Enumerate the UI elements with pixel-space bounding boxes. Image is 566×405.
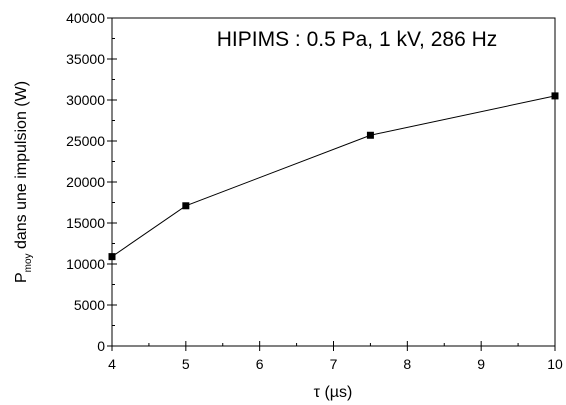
data-point (551, 92, 559, 100)
x-tick-label: 10 (547, 356, 563, 372)
x-tick-label: 8 (403, 356, 411, 372)
y-axis-title-main: P (13, 272, 30, 283)
y-tick-label: 5000 (74, 297, 105, 313)
x-axis-ticks: 4 5 6 7 8 9 10 (108, 341, 563, 372)
x-tick-label: 9 (477, 356, 485, 372)
y-axis-ticks: 0 5000 10000 15000 20000 25000 30000 35000 40000 (66, 10, 117, 354)
y-axis-title-rest: dans une impulsion (W) (13, 81, 30, 254)
y-axis-title-subscript: moy (23, 253, 34, 272)
x-tick-label: 7 (330, 356, 338, 372)
y-tick-label: 15000 (66, 215, 105, 231)
y-tick-label: 25000 (66, 133, 105, 149)
series-line (111, 95, 556, 258)
y-tick-label: 40000 (66, 10, 105, 26)
data-point (108, 253, 116, 261)
chart-title: HIPIMS : 0.5 Pa, 1 kV, 286 Hz (217, 28, 498, 51)
data-point (182, 202, 190, 210)
y-tick-label: 20000 (66, 174, 105, 190)
data-point (366, 131, 374, 139)
y-tick-label: 10000 (66, 256, 105, 272)
plot-frame (111, 17, 556, 347)
y-tick-label: 0 (97, 338, 105, 354)
y-tick-label: 35000 (66, 51, 105, 67)
x-axis-title: τ (µs) (314, 384, 353, 401)
data-series (108, 92, 559, 261)
y-axis-title: Pmoy dans une impulsion (W) (13, 81, 34, 283)
x-tick-label: 5 (182, 356, 190, 372)
y-tick-label: 30000 (66, 92, 105, 108)
x-tick-label: 4 (108, 356, 116, 372)
x-tick-label: 6 (256, 356, 264, 372)
